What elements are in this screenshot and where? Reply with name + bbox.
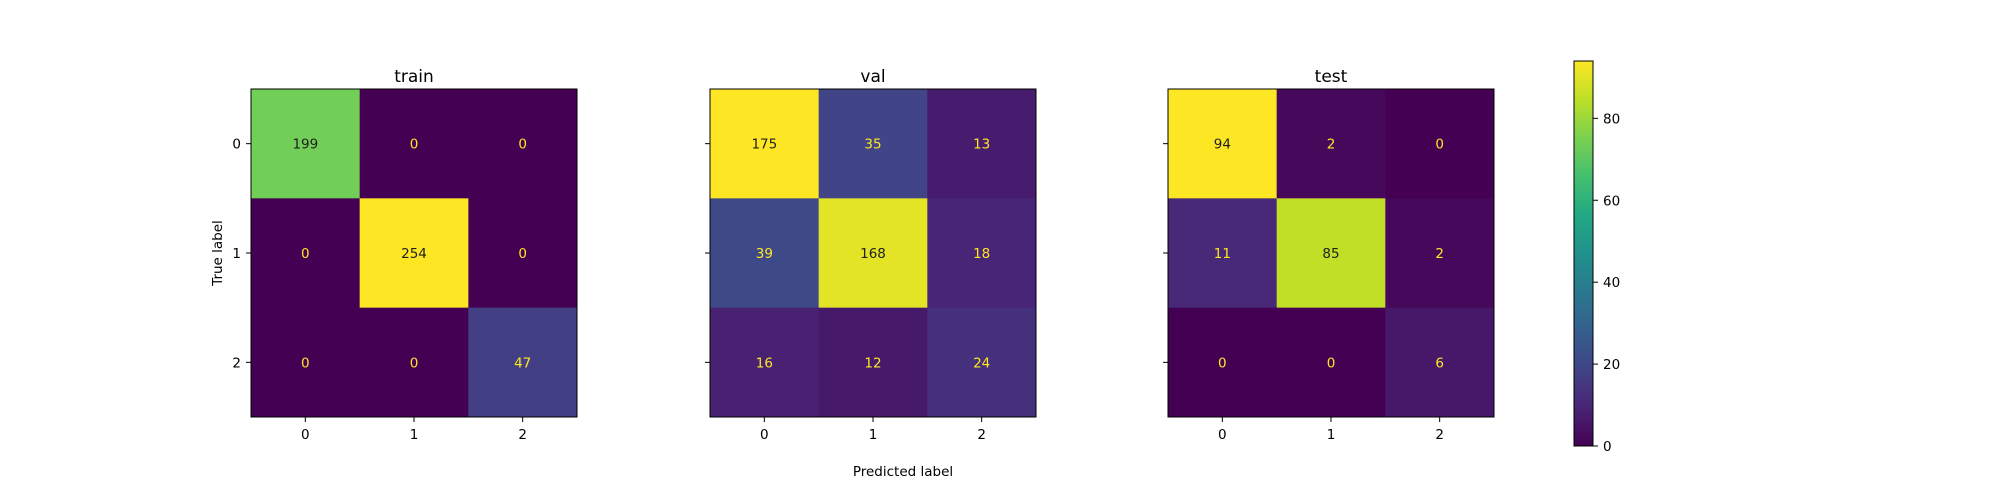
cell-value-val-2-1: 12 (864, 355, 881, 371)
cell-value-train-0-1: 0 (410, 137, 419, 153)
cell-value-val-0-0: 175 (751, 137, 777, 153)
cell-val-0-2 (927, 89, 1037, 199)
cell-val-1-2 (927, 198, 1037, 309)
cell-value-val-2-0: 16 (756, 355, 773, 371)
cell-value-test-2-2: 6 (1435, 355, 1444, 371)
cell-val-1-0 (710, 198, 820, 309)
cell-value-train-1-1: 254 (401, 246, 427, 262)
cell-value-train-0-2: 0 (518, 137, 527, 153)
cell-val-2-2 (927, 307, 1037, 418)
colorbar-tick-label: 80 (1603, 111, 1620, 127)
y-tick-label: 2 (232, 355, 241, 371)
cell-train-1-2 (468, 198, 578, 309)
x-tick-label: 0 (1218, 427, 1227, 443)
panel-title-test: test (1315, 67, 1348, 87)
cell-train-2-2 (468, 307, 578, 418)
cell-value-test-0-0: 94 (1214, 137, 1231, 153)
cell-value-val-2-2: 24 (973, 355, 990, 371)
cell-value-val-1-1: 168 (860, 246, 886, 262)
colorbar-tick-label: 40 (1603, 275, 1620, 291)
cell-val-2-0 (710, 307, 820, 418)
colorbar-ticks: 0 20 40 60 80 (1593, 111, 1620, 455)
panel-test: test 94 2 0 11 85 2 0 0 6 0 1 2 (1163, 67, 1495, 443)
panel-title-val: val (860, 67, 885, 87)
cell-train-0-2 (468, 89, 578, 199)
cell-test-2-2 (1385, 307, 1495, 418)
x-tick-label: 2 (518, 427, 527, 443)
cell-train-0-1 (359, 89, 469, 199)
colorbar: 0 20 40 60 80 (1573, 60, 1620, 455)
cell-value-test-1-2: 2 (1435, 246, 1444, 262)
panel-train: train 199 0 0 0 254 0 0 0 47 True label 0 1 2 0 1 2 (210, 67, 578, 443)
cell-test-0-2 (1385, 89, 1495, 199)
cell-train-0-0 (251, 89, 361, 199)
cell-test-0-0 (1168, 89, 1278, 199)
y-axis-label: True label (210, 220, 226, 287)
cell-val-2-1 (818, 307, 928, 418)
x-tick-label: 0 (760, 427, 769, 443)
x-tick-label: 0 (301, 427, 310, 443)
x-tick-label: 1 (1327, 427, 1336, 443)
cell-value-val-1-2: 18 (973, 246, 990, 262)
colorbar-tick-label: 20 (1603, 357, 1620, 373)
cell-train-1-1 (359, 198, 469, 309)
cell-test-1-0 (1168, 198, 1278, 309)
x-tick-label: 2 (1435, 427, 1444, 443)
cell-test-0-1 (1276, 89, 1386, 199)
cell-value-test-1-1: 85 (1322, 246, 1339, 262)
cell-val-1-1 (818, 198, 928, 309)
cell-value-val-0-1: 35 (864, 137, 881, 153)
cell-value-train-2-2: 47 (514, 355, 531, 371)
cell-value-val-1-0: 39 (756, 246, 773, 262)
x-tick-label: 1 (869, 427, 878, 443)
colorbar-tick-label: 0 (1603, 439, 1612, 455)
cells-train: 199 0 0 0 254 0 0 0 47 (251, 89, 578, 418)
cell-value-test-0-1: 2 (1327, 137, 1336, 153)
cell-test-1-1 (1276, 198, 1386, 309)
x-tick-label: 1 (410, 427, 419, 443)
x-axis-label: Predicted label (853, 464, 953, 480)
cell-value-test-2-1: 0 (1327, 355, 1336, 371)
panel-title-train: train (394, 67, 434, 87)
y-tick-label: 1 (232, 246, 241, 262)
cells-test: 94 2 0 11 85 2 0 0 6 (1168, 89, 1495, 418)
cell-test-2-0 (1168, 307, 1278, 418)
cell-value-test-1-0: 11 (1214, 246, 1231, 262)
colorbar-tick-label: 60 (1603, 193, 1620, 209)
cell-test-2-1 (1276, 307, 1386, 418)
cell-value-train-2-0: 0 (301, 355, 310, 371)
colorbar-gradient (1573, 60, 1594, 447)
x-tick-label: 2 (977, 427, 986, 443)
y-tick-label: 0 (232, 137, 241, 153)
cells-val: 175 35 13 39 168 18 16 12 24 (710, 89, 1037, 418)
cell-val-0-0 (710, 89, 820, 199)
cell-val-0-1 (818, 89, 928, 199)
cell-train-2-1 (359, 307, 469, 418)
cell-train-2-0 (251, 307, 361, 418)
cell-value-test-0-2: 0 (1435, 137, 1444, 153)
cell-value-test-2-0: 0 (1218, 355, 1227, 371)
cell-train-1-0 (251, 198, 361, 309)
cell-value-train-1-2: 0 (518, 246, 527, 262)
cell-value-train-2-1: 0 (410, 355, 419, 371)
cell-value-train-1-0: 0 (301, 246, 310, 262)
cell-test-1-2 (1385, 198, 1495, 309)
cell-value-val-0-2: 13 (973, 137, 990, 153)
cell-value-train-0-0: 199 (292, 137, 318, 153)
